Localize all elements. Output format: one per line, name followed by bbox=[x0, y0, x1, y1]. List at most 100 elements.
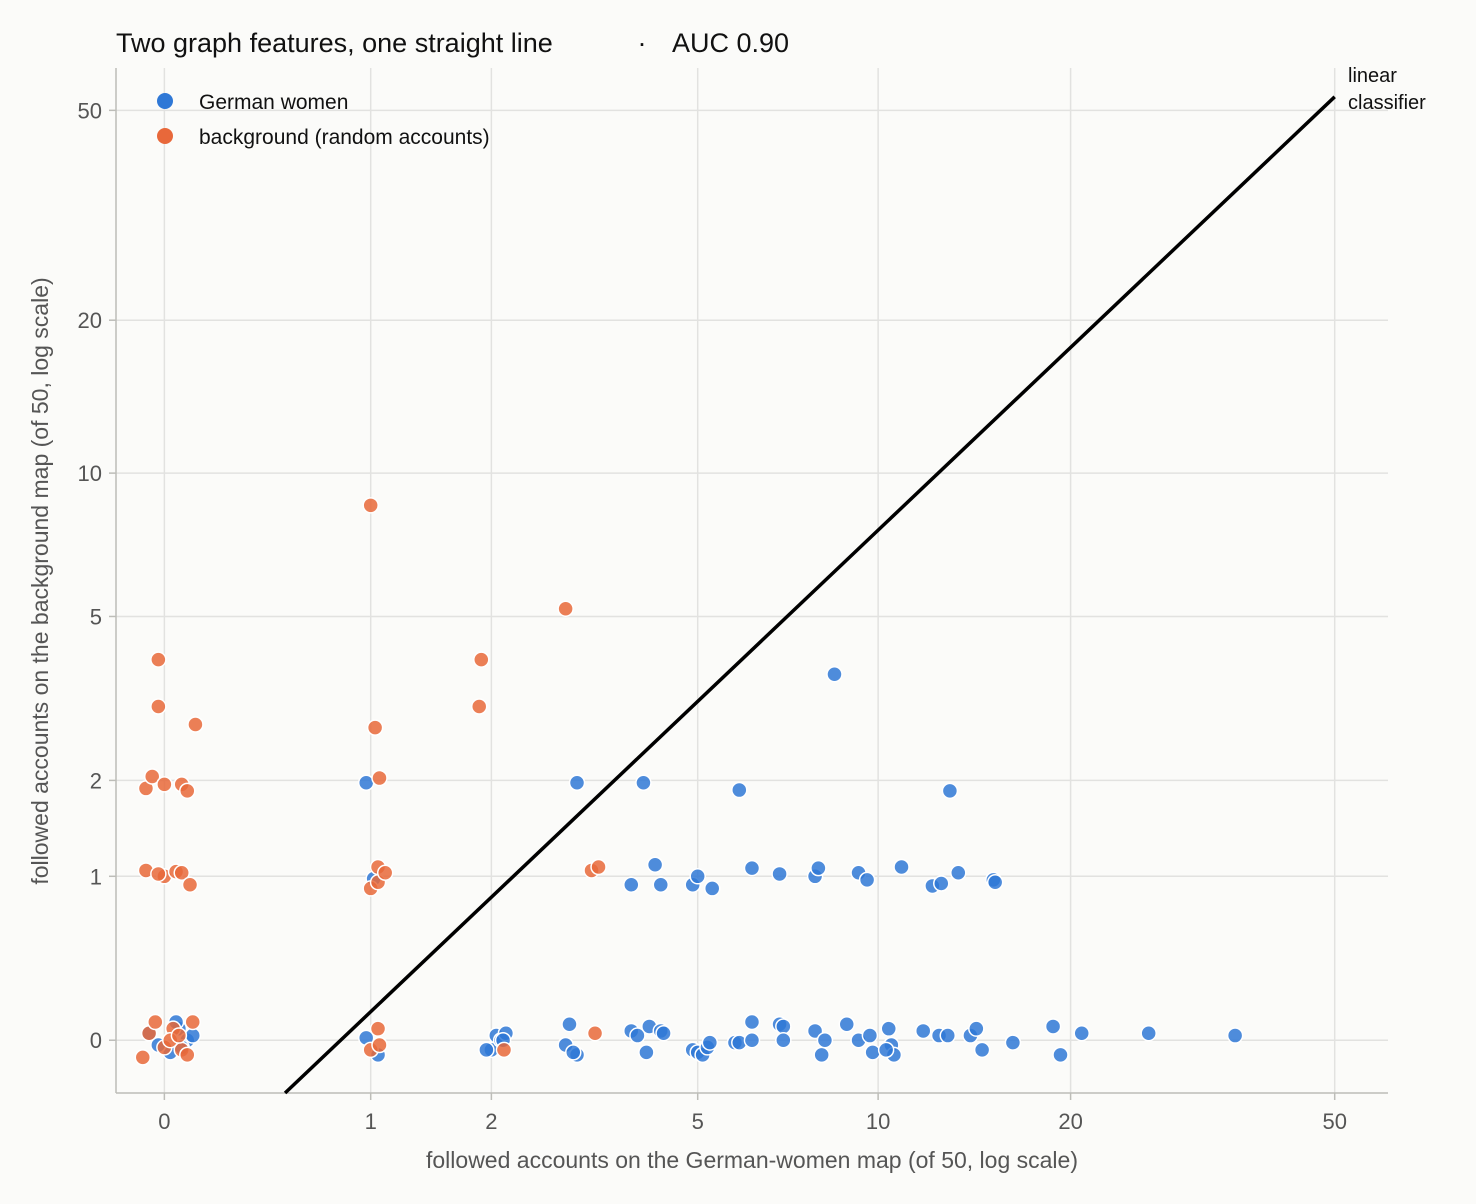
data-point bbox=[986, 874, 1004, 891]
y-tick-label: 1 bbox=[90, 864, 102, 889]
x-tick-label: 20 bbox=[1058, 1109, 1082, 1134]
data-point bbox=[184, 1027, 201, 1044]
y-tick-label: 20 bbox=[78, 308, 102, 333]
data-point bbox=[743, 1031, 761, 1049]
classifier-label-line2: classifier bbox=[1348, 92, 1426, 114]
data-point bbox=[376, 864, 394, 882]
data-point bbox=[826, 665, 843, 683]
data-point bbox=[629, 1027, 646, 1044]
x-tick-label: 1 bbox=[365, 1109, 377, 1134]
classifier-label-line1: linear bbox=[1348, 65, 1397, 87]
y-tick-label: 5 bbox=[90, 604, 102, 629]
data-point bbox=[568, 774, 586, 792]
ticks: 0 1 2 5 10 20 50 0 1 2 5 10 20 50 bbox=[78, 98, 1347, 1134]
data-point bbox=[914, 1022, 932, 1040]
data-point bbox=[775, 1031, 792, 1049]
data-point bbox=[731, 781, 748, 799]
x-axis-label: followed accounts on the German-women ma… bbox=[426, 1147, 1078, 1173]
data-point bbox=[150, 698, 167, 715]
legend-marker-german-women bbox=[157, 93, 173, 109]
y-tick-label: 2 bbox=[90, 768, 102, 793]
y-tick-label: 10 bbox=[78, 461, 102, 486]
data-point bbox=[1226, 1027, 1244, 1044]
data-point bbox=[933, 875, 950, 892]
data-point bbox=[973, 1041, 991, 1059]
data-point bbox=[586, 1024, 604, 1042]
data-point bbox=[187, 716, 204, 733]
data-point bbox=[369, 1020, 387, 1037]
data-point bbox=[816, 1031, 834, 1049]
data-point bbox=[838, 1015, 856, 1033]
data-point bbox=[858, 871, 876, 889]
data-point bbox=[150, 865, 167, 883]
data-point bbox=[147, 1013, 164, 1031]
data-point bbox=[941, 782, 959, 800]
data-point bbox=[968, 1020, 985, 1037]
data-point bbox=[623, 876, 640, 893]
data-point bbox=[655, 1024, 672, 1042]
classifier-line bbox=[283, 95, 1336, 1095]
x-tick-label: 10 bbox=[866, 1109, 890, 1134]
y-tick-label: 0 bbox=[90, 1028, 102, 1053]
data-point bbox=[810, 859, 827, 877]
series-background bbox=[134, 497, 607, 1066]
data-point bbox=[150, 651, 167, 668]
data-point bbox=[638, 1044, 655, 1061]
data-point bbox=[590, 858, 607, 876]
title-separator: · bbox=[638, 28, 647, 58]
data-point bbox=[701, 1034, 719, 1051]
y-axis-label: followed accounts on the background map … bbox=[27, 277, 53, 884]
data-point bbox=[646, 856, 664, 874]
data-point bbox=[561, 1015, 578, 1033]
legend-marker-background bbox=[157, 128, 173, 144]
chart-title: Two graph features, one straight line bbox=[116, 28, 553, 58]
data-point bbox=[156, 776, 173, 793]
grid bbox=[116, 68, 1388, 1093]
data-point bbox=[1052, 1046, 1069, 1064]
y-tick-label: 50 bbox=[78, 98, 102, 123]
x-tick-label: 50 bbox=[1322, 1109, 1346, 1134]
classifier-line-layer bbox=[283, 95, 1336, 1095]
data-point bbox=[1044, 1018, 1062, 1035]
data-point bbox=[743, 1013, 761, 1031]
data-point bbox=[134, 1049, 152, 1066]
data-point bbox=[703, 880, 721, 897]
data-point bbox=[771, 865, 788, 883]
data-point bbox=[880, 1020, 898, 1037]
data-point bbox=[1073, 1024, 1090, 1042]
legend-label-background: background (random accounts) bbox=[199, 126, 490, 149]
data-point bbox=[371, 1036, 388, 1054]
data-point bbox=[557, 600, 574, 617]
data-point bbox=[565, 1044, 582, 1061]
data-point bbox=[877, 1041, 895, 1059]
data-point bbox=[143, 768, 161, 785]
data-point bbox=[1140, 1024, 1157, 1042]
data-point bbox=[170, 1027, 188, 1044]
data-point bbox=[743, 859, 761, 877]
data-point bbox=[362, 497, 379, 514]
legend-label-german-women: German women bbox=[199, 91, 348, 114]
data-point bbox=[939, 1027, 957, 1044]
data-point bbox=[1004, 1034, 1022, 1051]
data-point bbox=[950, 864, 967, 882]
data-point bbox=[495, 1041, 513, 1059]
data-point bbox=[173, 864, 190, 882]
legend: German women background (random accounts… bbox=[157, 91, 490, 149]
data-point bbox=[366, 719, 384, 736]
data-point bbox=[635, 774, 652, 792]
data-point bbox=[689, 868, 706, 885]
x-tick-label: 5 bbox=[692, 1109, 704, 1134]
data-point bbox=[181, 876, 199, 893]
data-point bbox=[813, 1046, 830, 1064]
data-point bbox=[893, 858, 910, 876]
data-point bbox=[371, 769, 388, 787]
series-german-women bbox=[140, 665, 1244, 1064]
data-point bbox=[179, 782, 196, 800]
data-point bbox=[775, 1018, 792, 1035]
data-point bbox=[473, 651, 490, 668]
x-tick-label: 0 bbox=[158, 1109, 170, 1134]
data-point bbox=[652, 876, 670, 893]
data-point bbox=[184, 1013, 201, 1031]
data-point bbox=[478, 1041, 495, 1059]
